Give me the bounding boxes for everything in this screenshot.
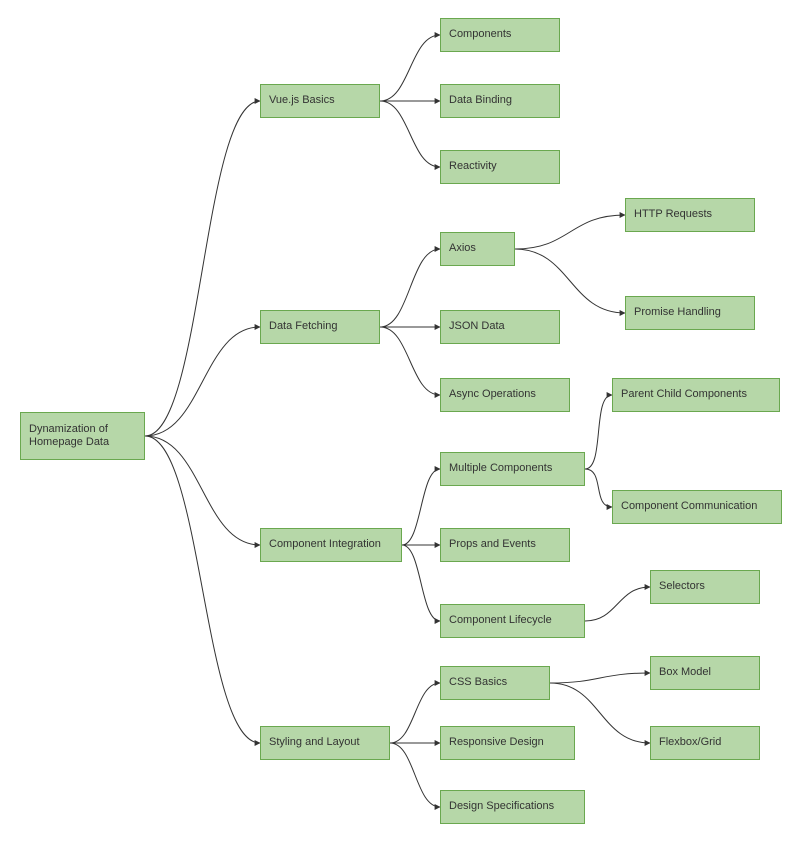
node-label: CSS Basics	[449, 676, 507, 689]
edge-axios-promise	[515, 249, 625, 313]
node-label: Component Integration	[269, 538, 381, 551]
node-label: Vue.js Basics	[269, 94, 335, 107]
edge-styl-design	[390, 743, 440, 807]
node-label: Axios	[449, 242, 476, 255]
edge-vue-components	[380, 35, 440, 101]
node-label: Data Fetching	[269, 320, 337, 333]
node-design: Design Specifications	[440, 790, 585, 824]
node-multi: Multiple Components	[440, 452, 585, 486]
node-promise: Promise Handling	[625, 296, 755, 330]
node-label: Promise Handling	[634, 306, 721, 319]
node-label: Props and Events	[449, 538, 536, 551]
node-flex: Flexbox/Grid	[650, 726, 760, 760]
node-label: Reactivity	[449, 160, 497, 173]
node-label: Responsive Design	[449, 736, 544, 749]
edge-fetch-async	[380, 327, 440, 395]
node-label: Selectors	[659, 580, 705, 593]
node-label: Component Lifecycle	[449, 614, 552, 627]
edge-root-vue	[145, 101, 260, 436]
node-box: Box Model	[650, 656, 760, 690]
node-label: Design Specifications	[449, 800, 554, 813]
node-life: Component Lifecycle	[440, 604, 585, 638]
edge-vue-react	[380, 101, 440, 167]
node-react: Reactivity	[440, 150, 560, 184]
edge-fetch-axios	[380, 249, 440, 327]
edge-integ-multi	[402, 469, 440, 545]
node-label: Data Binding	[449, 94, 512, 107]
node-root: Dynamization of Homepage Data	[20, 412, 145, 460]
edge-root-integ	[145, 436, 260, 545]
node-resp: Responsive Design	[440, 726, 575, 760]
edge-styl-css	[390, 683, 440, 743]
node-label: JSON Data	[449, 320, 505, 333]
node-fetch: Data Fetching	[260, 310, 380, 344]
node-label: Multiple Components	[449, 462, 552, 475]
node-styl: Styling and Layout	[260, 726, 390, 760]
edge-axios-http	[515, 215, 625, 249]
node-async: Async Operations	[440, 378, 570, 412]
node-comm: Component Communication	[612, 490, 782, 524]
edge-life-sel	[585, 587, 650, 621]
node-css: CSS Basics	[440, 666, 550, 700]
node-axios: Axios	[440, 232, 515, 266]
node-binding: Data Binding	[440, 84, 560, 118]
node-label: Box Model	[659, 666, 711, 679]
node-components: Components	[440, 18, 560, 52]
edge-multi-comm	[585, 469, 612, 507]
edge-css-box	[550, 673, 650, 683]
edge-integ-life	[402, 545, 440, 621]
node-label: Flexbox/Grid	[659, 736, 721, 749]
node-label: Parent Child Components	[621, 388, 747, 401]
node-label: Dynamization of Homepage Data	[29, 423, 136, 449]
edge-multi-pc	[585, 395, 612, 469]
node-json: JSON Data	[440, 310, 560, 344]
node-label: Components	[449, 28, 511, 41]
edge-root-styl	[145, 436, 260, 743]
node-http: HTTP Requests	[625, 198, 755, 232]
node-props: Props and Events	[440, 528, 570, 562]
node-integ: Component Integration	[260, 528, 402, 562]
edge-root-fetch	[145, 327, 260, 436]
node-label: Component Communication	[621, 500, 757, 513]
tree-diagram: Dynamization of Homepage Data Vue.js Basi…	[0, 0, 800, 867]
node-label: Styling and Layout	[269, 736, 360, 749]
node-vue: Vue.js Basics	[260, 84, 380, 118]
node-label: Async Operations	[449, 388, 536, 401]
node-pc: Parent Child Components	[612, 378, 780, 412]
node-label: HTTP Requests	[634, 208, 712, 221]
node-sel: Selectors	[650, 570, 760, 604]
